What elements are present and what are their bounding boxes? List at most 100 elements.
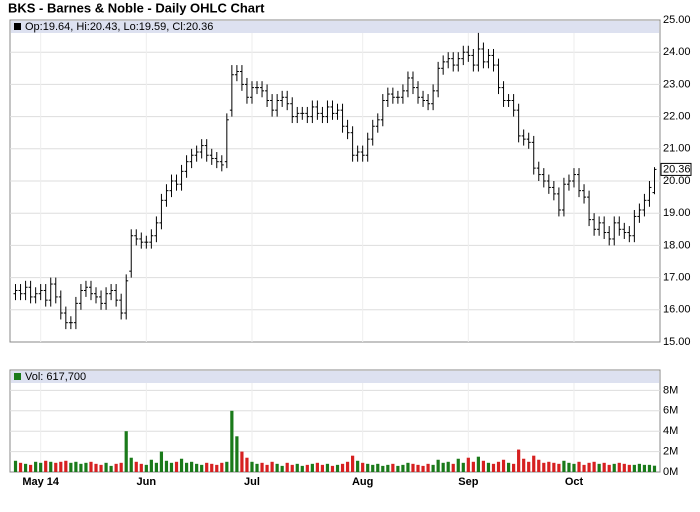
volume-bar [305, 464, 309, 472]
volume-tick-label: 6M [663, 405, 678, 417]
volume-bar [486, 462, 491, 472]
volume-bar [94, 463, 98, 472]
volume-bar [562, 460, 566, 472]
volume-bar [129, 457, 133, 472]
volume-bar [290, 464, 294, 472]
volume-bar [622, 463, 626, 472]
volume-bar [466, 457, 470, 472]
volume-bar [310, 463, 314, 472]
volume-bar [376, 463, 380, 472]
volume-bar [154, 462, 158, 472]
volume-bar [406, 462, 410, 472]
last-price-label: 20.36 [663, 163, 691, 175]
x-tick-label: Jul [244, 476, 260, 488]
volume-bar [642, 464, 647, 472]
volume-tick-label: 4M [663, 425, 678, 437]
y-tick-label: 23.00 [663, 78, 691, 90]
volume-bar [300, 465, 304, 472]
volume-bar [159, 451, 164, 472]
volume-bar [39, 462, 43, 472]
x-tick-label: May 14 [22, 476, 60, 488]
volume-bar [517, 449, 521, 472]
volume-bar [260, 462, 264, 472]
y-tick-label: 21.00 [663, 143, 691, 155]
volume-bar [69, 462, 73, 472]
volume-bar [119, 462, 123, 472]
volume-tick-label: 0M [663, 466, 678, 478]
volume-bar [491, 463, 496, 472]
y-tick-label: 19.00 [663, 207, 691, 219]
volume-bar [582, 464, 586, 472]
y-tick-label: 22.00 [663, 111, 691, 123]
volume-bar [602, 462, 606, 472]
x-tick-label: Aug [352, 476, 373, 488]
volume-bar [356, 460, 360, 472]
volume-bar [225, 461, 229, 472]
volume-bar [215, 464, 219, 472]
volume-bar [366, 463, 370, 472]
price-legend-swatch [14, 23, 21, 30]
volume-bar [240, 451, 244, 472]
volume-bar [54, 462, 58, 472]
volume-bar [345, 461, 350, 472]
y-tick-label: 15.00 [663, 336, 691, 348]
volume-bar [496, 461, 501, 472]
volume-bar [285, 462, 289, 472]
volume-bar [23, 463, 28, 472]
volume-bar [481, 460, 486, 472]
volume-bar [29, 464, 33, 472]
volume-bar [340, 463, 345, 472]
x-tick-label: Jun [137, 476, 157, 488]
volume-bar [627, 464, 631, 472]
volume-bar [597, 463, 601, 472]
volume-bar [371, 464, 375, 472]
volume-bar [250, 461, 254, 472]
volume-bar [220, 462, 224, 472]
price-legend-strip [11, 21, 659, 33]
y-tick-label: 17.00 [663, 272, 691, 284]
volume-bar [391, 463, 395, 472]
volume-tick-label: 8M [663, 384, 678, 396]
volume-bar [84, 462, 88, 472]
volume-bar [451, 463, 455, 472]
volume-bar [632, 464, 636, 472]
volume-bar [255, 463, 259, 472]
volume-bar [164, 460, 169, 472]
volume-bar [149, 459, 153, 472]
volume-bar [426, 463, 430, 472]
volume-bar [18, 462, 23, 472]
volume-bar [652, 465, 657, 472]
volume-bar [637, 463, 641, 472]
volume-bar [607, 464, 611, 472]
volume-bar [411, 463, 415, 472]
volume-bar [547, 461, 551, 472]
volume-tick-label: 2M [663, 446, 678, 458]
volume-bar [446, 461, 450, 472]
volume-bar [476, 456, 480, 472]
volume-bar [361, 462, 365, 472]
y-tick-label: 25.00 [663, 14, 691, 26]
volume-bar [501, 459, 506, 472]
volume-bar [13, 460, 18, 472]
volume-bar [431, 464, 435, 472]
volume-bar [280, 465, 284, 472]
volume-bar [190, 461, 194, 472]
volume-bar [381, 465, 385, 472]
volume-bar [104, 462, 108, 472]
volume-bar [532, 455, 536, 472]
volume-bar [320, 464, 325, 472]
volume-bar [59, 461, 63, 472]
volume-bar [471, 461, 475, 472]
volume-bar [235, 436, 239, 472]
volume-bar [179, 458, 184, 472]
volume-bar [114, 463, 118, 472]
volume-bar [99, 464, 103, 472]
volume-bar [275, 463, 279, 472]
price-legend: Op:19.64, Hi:20.43, Lo:19.59, Cl:20.36 [25, 21, 213, 33]
x-tick-label: Sep [458, 476, 478, 488]
volume-bar [134, 461, 138, 472]
volume-bar [295, 463, 299, 472]
volume-bar [567, 462, 571, 472]
volume-bar [245, 457, 249, 472]
